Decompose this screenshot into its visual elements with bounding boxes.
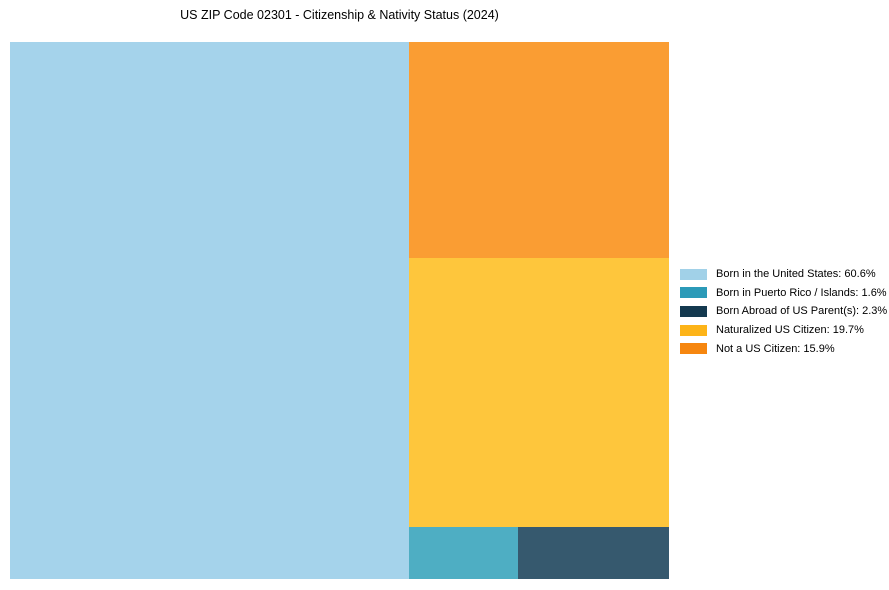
treemap-tile-born-in-us bbox=[10, 42, 409, 579]
legend-item-born-puerto-rico-islands: Born in Puerto Rico / Islands: 1.6% bbox=[680, 284, 887, 303]
legend-swatch-born-in-us bbox=[680, 268, 707, 280]
treemap-tile-born-puerto-rico-islands bbox=[409, 527, 518, 579]
legend-swatch-born-puerto-rico-islands bbox=[680, 287, 707, 299]
treemap-tile-not-a-us-citizen bbox=[409, 42, 669, 258]
legend-item-not-a-us-citizen: Not a US Citizen: 15.9% bbox=[680, 339, 887, 358]
legend-swatch-naturalized-citizen bbox=[680, 324, 707, 336]
legend-item-naturalized-citizen: Naturalized US Citizen: 19.7% bbox=[680, 321, 887, 340]
legend-item-born-abroad-us-parents: Born Abroad of US Parent(s): 2.3% bbox=[680, 302, 887, 321]
treemap-tile-born-abroad-us-parents bbox=[518, 527, 669, 579]
legend-label-not-a-us-citizen: Not a US Citizen: 15.9% bbox=[716, 342, 835, 355]
treemap bbox=[10, 42, 669, 579]
legend: Born in the United States: 60.6% Born in… bbox=[680, 265, 887, 358]
legend-swatch-not-a-us-citizen bbox=[680, 343, 707, 355]
treemap-tile-naturalized-citizen bbox=[409, 258, 669, 527]
legend-label-born-abroad-us-parents: Born Abroad of US Parent(s): 2.3% bbox=[716, 305, 888, 318]
chart-title: US ZIP Code 02301 - Citizenship & Nativi… bbox=[180, 8, 499, 22]
legend-item-born-in-us: Born in the United States: 60.6% bbox=[680, 265, 887, 284]
legend-swatch-born-abroad-us-parents bbox=[680, 305, 707, 317]
legend-label-born-in-us: Born in the United States: 60.6% bbox=[716, 268, 876, 281]
legend-label-naturalized-citizen: Naturalized US Citizen: 19.7% bbox=[716, 324, 864, 337]
legend-label-born-puerto-rico-islands: Born in Puerto Rico / Islands: 1.6% bbox=[716, 286, 887, 299]
